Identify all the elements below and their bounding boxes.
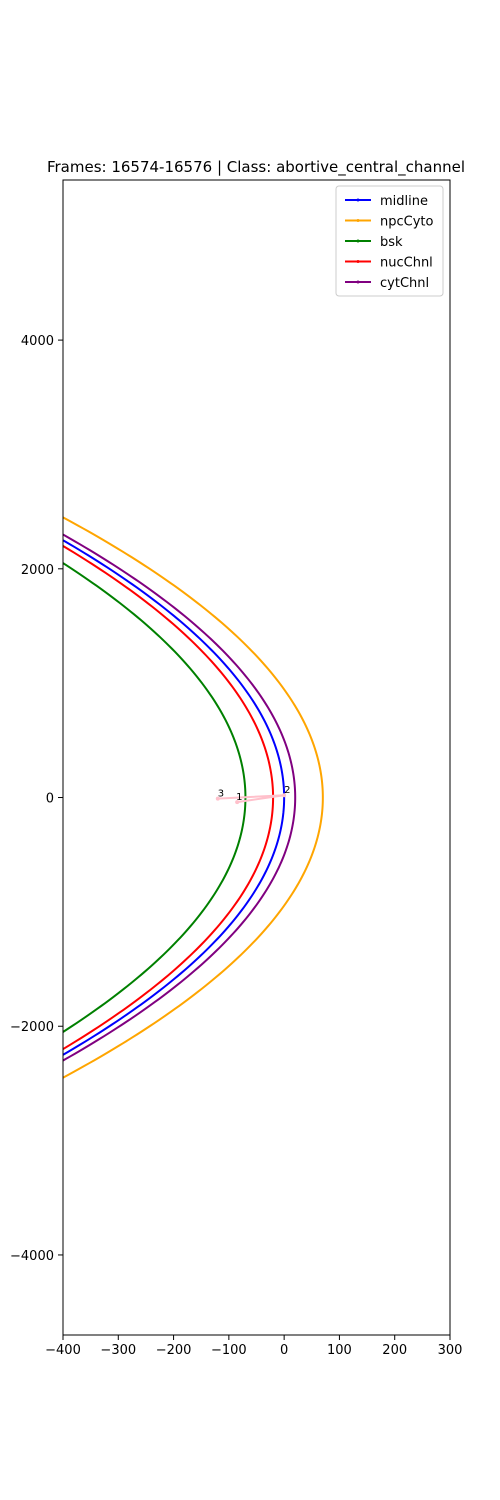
- y-tick-label: 4000: [21, 334, 54, 349]
- legend-marker-nucChnl: [356, 260, 360, 263]
- legend-label-bsk: bsk: [380, 235, 403, 250]
- legend-marker-npcCyto: [356, 219, 360, 222]
- x-tick-label: −200: [156, 1343, 192, 1358]
- legend-label-midline: midline: [380, 194, 428, 209]
- x-tick-label: 200: [382, 1343, 407, 1358]
- legend-label-cytChnl: cytChnl: [380, 276, 429, 291]
- trajectory-line: [217, 794, 285, 804]
- trajectory-layer: 1 2 3: [215, 785, 291, 805]
- series-line-npcCyto: [63, 516, 324, 1079]
- trajectory-point: [282, 793, 287, 798]
- legend-label-nucChnl: nucChnl: [380, 256, 433, 271]
- y-tick-label: −4000: [10, 1249, 54, 1264]
- x-tick-label: 100: [327, 1343, 352, 1358]
- y-tick-label: 0: [46, 792, 54, 807]
- series-line-nucChnl: [63, 544, 275, 1051]
- trajectory-point-label: 2: [284, 785, 290, 796]
- plot-area: 1 2 3: [62, 179, 451, 1336]
- y-tick-label: −2000: [10, 1020, 54, 1035]
- trajectory-point: [235, 800, 240, 805]
- x-axis: −400 −300 −200 −100 0 100 200 300: [45, 1335, 462, 1358]
- trajectory-point-label: 1: [236, 792, 242, 803]
- series-line-cytChnl: [63, 533, 297, 1062]
- legend-marker-bsk: [356, 239, 360, 243]
- y-tick-label: 2000: [21, 563, 54, 578]
- plot-frame: [62, 179, 451, 1336]
- series-line-bsk: [63, 561, 247, 1034]
- legend-box: [335, 185, 444, 297]
- trajectory-point-label: 3: [218, 789, 224, 800]
- legend-marker-midline: [356, 198, 360, 202]
- x-tick-label: −300: [100, 1343, 136, 1358]
- x-tick-label: 0: [280, 1343, 288, 1358]
- x-tick-label: 300: [438, 1343, 463, 1358]
- legend-entries: midline npcCyto bsk nucChnl cytChnl: [345, 194, 434, 291]
- curves-layer: [63, 516, 324, 1079]
- legend-marker-cytChnl: [356, 280, 360, 284]
- x-tick-label: −400: [45, 1343, 81, 1358]
- series-line-midline: [63, 539, 286, 1056]
- legend-label-npcCyto: npcCyto: [380, 215, 434, 230]
- trajectory-point: [215, 796, 220, 801]
- x-tick-label: −100: [211, 1343, 247, 1358]
- y-axis: −4000 −2000 0 2000 4000: [10, 334, 63, 1264]
- legend: midline npcCyto bsk nucChnl cytChnl: [335, 185, 444, 297]
- chart-title: Frames: 16574-16576 | Class: abortive_ce…: [47, 158, 465, 177]
